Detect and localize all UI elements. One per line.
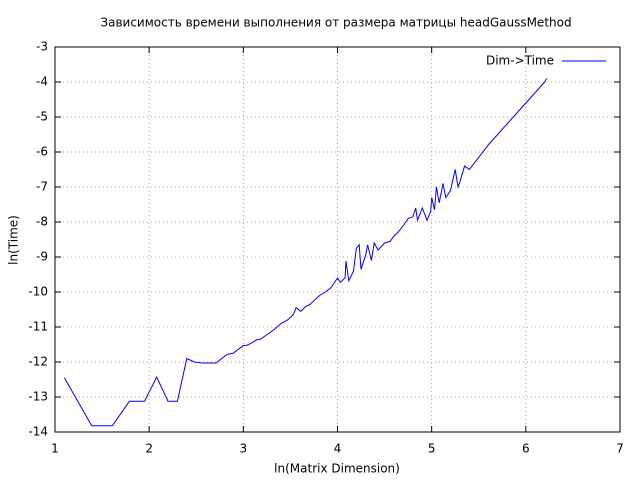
y-tick-label: -6 bbox=[36, 145, 48, 159]
y-tick-label: -13 bbox=[28, 390, 48, 404]
y-tick-label: -12 bbox=[28, 355, 48, 369]
x-tick-label: 3 bbox=[240, 442, 248, 456]
x-tick-label: 4 bbox=[334, 442, 342, 456]
y-tick-label: -9 bbox=[36, 250, 48, 264]
x-tick-label: 5 bbox=[428, 442, 436, 456]
y-tick-label: -4 bbox=[36, 75, 48, 89]
y-tick-label: -10 bbox=[28, 285, 48, 299]
plot-border bbox=[54, 46, 621, 433]
x-tick-label: 7 bbox=[616, 442, 624, 456]
legend-label: Dim->Time bbox=[486, 54, 554, 68]
y-tick-label: -5 bbox=[36, 110, 48, 124]
x-tick-label: 6 bbox=[522, 442, 530, 456]
y-tick-label: -7 bbox=[36, 180, 48, 194]
chart-title: Зависимость времени выполнения от размер… bbox=[100, 16, 571, 30]
y-axis-label: ln(Time) bbox=[7, 215, 21, 265]
y-tick-label: -11 bbox=[28, 320, 48, 334]
x-tick-label: 2 bbox=[145, 442, 153, 456]
x-axis-label: ln(Matrix Dimension) bbox=[274, 462, 400, 476]
y-tick-label: -8 bbox=[36, 215, 48, 229]
data-line bbox=[63, 78, 547, 427]
y-tick-label: -3 bbox=[36, 40, 48, 54]
x-tick-label: 1 bbox=[51, 442, 59, 456]
y-tick-label: -14 bbox=[28, 425, 48, 439]
